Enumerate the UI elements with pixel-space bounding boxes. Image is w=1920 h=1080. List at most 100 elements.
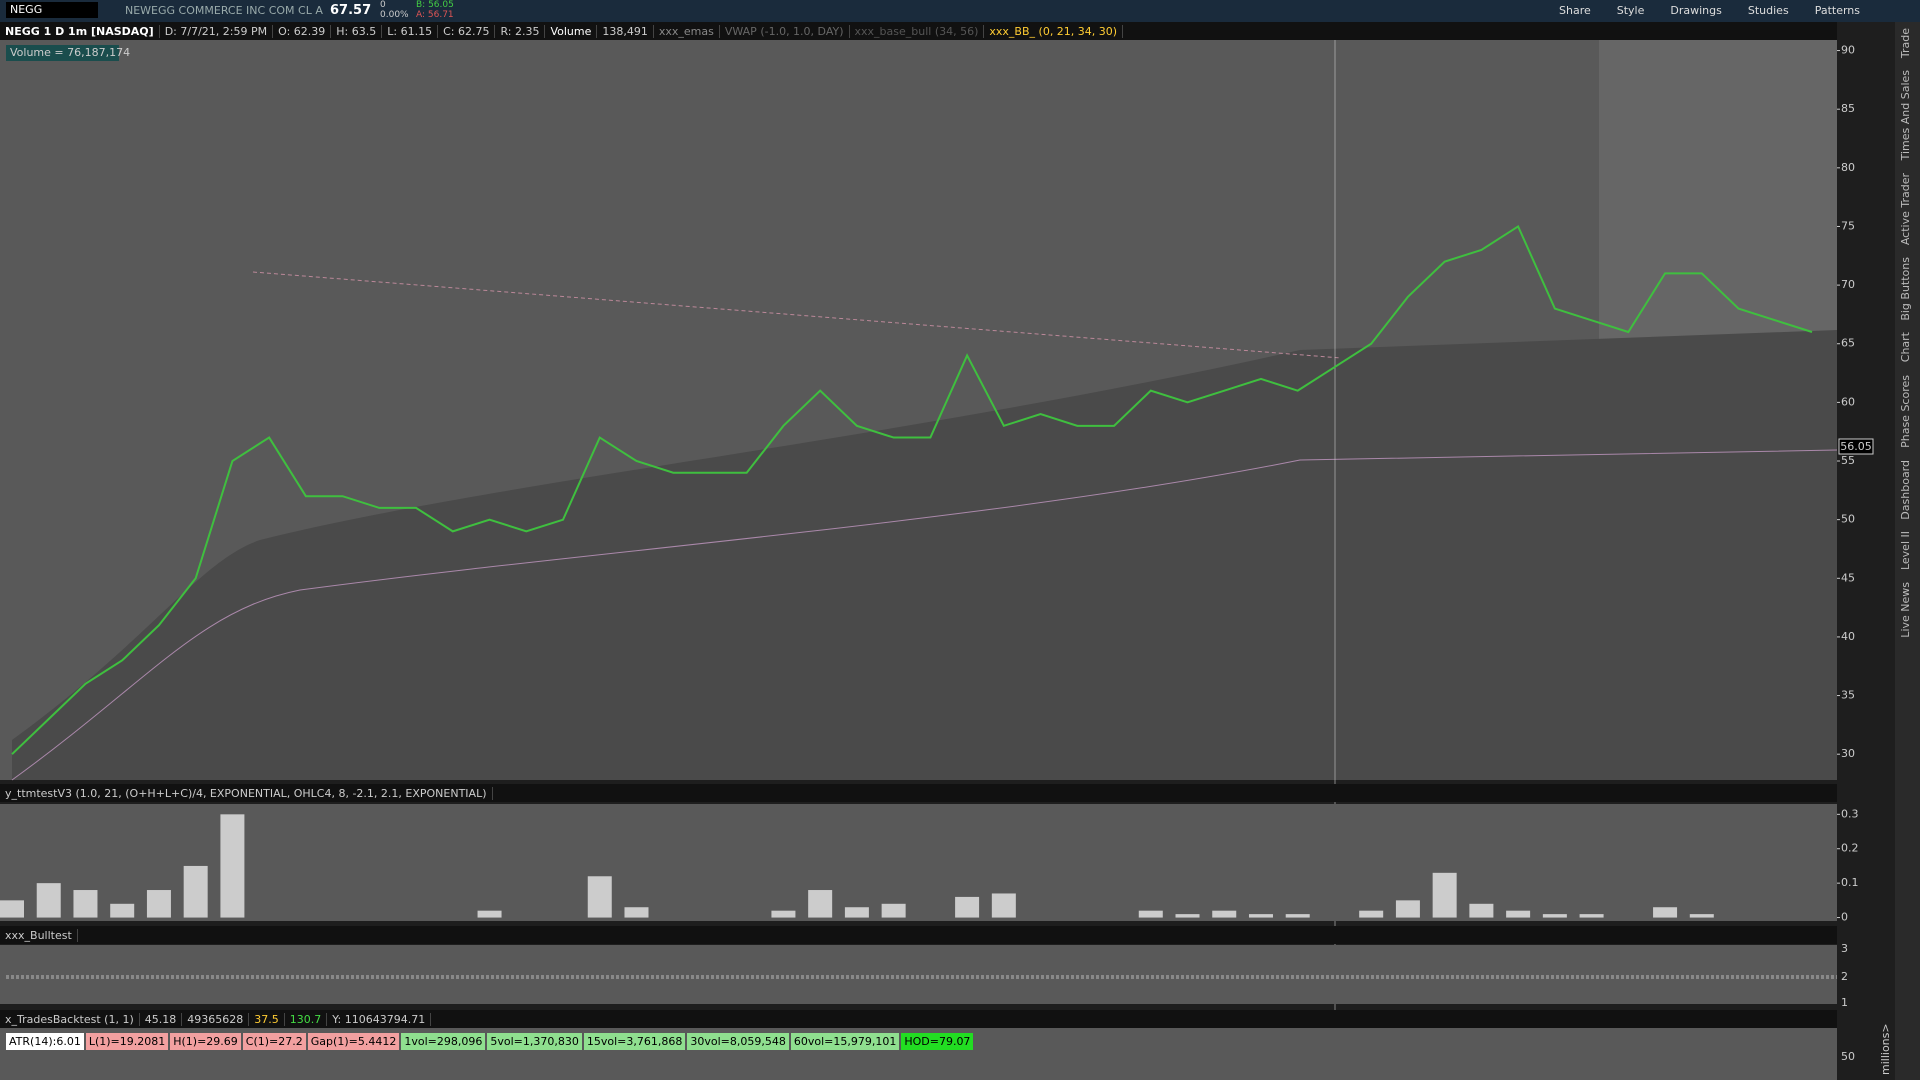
histogram-bar — [587, 876, 612, 918]
histogram-bar — [1395, 900, 1420, 918]
info-item: R: 2.35 — [495, 24, 546, 38]
histogram-bar — [183, 865, 208, 918]
info-item: Volume — [545, 24, 598, 38]
y-tick-label: 60 — [1841, 395, 1855, 408]
stat-box: 60vol=15,979,101 — [790, 1033, 900, 1050]
histogram-bar — [1432, 872, 1457, 918]
histogram-bar — [1175, 914, 1200, 918]
info-item: xxx_BB_ (0, 21, 34, 30) — [984, 24, 1124, 38]
y-tick-label: 85 — [1841, 102, 1855, 115]
toolbar-button[interactable]: Drawings — [1670, 4, 1722, 17]
stat-box: 5vol=1,370,830 — [487, 1033, 582, 1050]
backtest-field: 49365628 — [182, 1012, 250, 1026]
backtest-field: 37.5 — [249, 1012, 285, 1026]
info-item: xxx_base_bull (34, 56) — [850, 24, 985, 38]
side-tab[interactable]: Active Trader — [1899, 172, 1912, 245]
histogram-bar — [1359, 910, 1384, 918]
stat-box: H(1)=29.69 — [170, 1033, 241, 1050]
side-tab[interactable]: Trade — [1899, 28, 1912, 59]
histogram-bar — [1653, 907, 1678, 918]
side-tab[interactable]: Level II — [1899, 531, 1912, 571]
histogram-bar — [771, 910, 796, 918]
stat-box: 15vol=3,761,868 — [583, 1033, 686, 1050]
toolbar-button[interactable]: Share — [1559, 4, 1591, 17]
side-tab[interactable]: Live News — [1899, 582, 1912, 638]
company: NEWEGG COMMERCE INC COM CL A — [125, 4, 323, 17]
y-tick-label: 50 — [1841, 513, 1855, 526]
y-tick-label: 75 — [1841, 219, 1855, 232]
info-item: L: 61.15 — [382, 24, 439, 38]
study-title: xxx_Bulltest — [0, 928, 78, 942]
y-tick-label: 45 — [1841, 571, 1855, 584]
axis-unit: millions> — [1879, 1023, 1892, 1075]
chart: Volume = 76,187,174 56.05 30354045505560… — [0, 40, 1892, 1080]
info-item: 138,491 — [597, 24, 654, 38]
y-tick-label: 55 — [1841, 454, 1855, 467]
y-tick-label: 0.3 — [1841, 807, 1859, 820]
histogram-bar — [0, 900, 24, 918]
stat-box: C(1)=27.2 — [242, 1033, 306, 1050]
info-item: O: 62.39 — [273, 24, 332, 38]
histogram-bar — [73, 890, 98, 918]
histogram-bar — [110, 903, 135, 918]
stat-box: L(1)=19.2081 — [85, 1033, 169, 1050]
histogram-bar — [1285, 914, 1310, 918]
toolbar-button[interactable]: Patterns — [1814, 4, 1860, 17]
info-item: xxx_emas — [654, 24, 720, 38]
histogram-bar — [808, 890, 833, 918]
backtest-field: Y: 110643794.71 — [327, 1012, 432, 1026]
y-tick-label: 0.1 — [1841, 876, 1859, 889]
backtest-field: 45.18 — [140, 1012, 183, 1026]
stat-box: HOD=79.07 — [901, 1033, 974, 1050]
histogram-bar — [624, 907, 649, 918]
side-tab[interactable]: Big Buttons — [1899, 256, 1912, 321]
stat-box: Gap(1)=5.4412 — [307, 1033, 400, 1050]
y-tick-label: 0.2 — [1841, 842, 1859, 855]
stats-row: ATR(14):6.01 L(1)=19.2081 H(1)=29.69 C(1)=2… — [6, 1033, 974, 1050]
histogram-bar — [844, 907, 869, 918]
side-tabs: Trade Times And Sales Active Trader Big But… — [1895, 22, 1920, 1080]
side-tab[interactable]: Phase Scores — [1899, 374, 1912, 448]
side-tab[interactable]: Chart — [1899, 332, 1912, 363]
histogram-bar — [1689, 914, 1714, 918]
info-bar: NEGG 1 D 1m [NASDAQ] D: 7/7/21, 2:59 PM O:… — [0, 22, 1837, 40]
histogram-bar — [1542, 914, 1567, 918]
y-tick-label: 35 — [1841, 689, 1855, 702]
y-tick-label: 80 — [1841, 161, 1855, 174]
stat-box: 30vol=8,059,548 — [687, 1033, 789, 1050]
bid: B: 56.05 — [416, 0, 454, 10]
y-tick-label: 65 — [1841, 337, 1855, 350]
y-tick-label: 30 — [1841, 747, 1855, 760]
side-tab[interactable]: Dashboard — [1899, 459, 1912, 520]
y-tick-label: 90 — [1841, 44, 1855, 57]
y-tick-label: 3 — [1841, 942, 1848, 955]
stat-box: ATR(14):6.01 — [6, 1033, 84, 1050]
symbol-box[interactable]: NEGG — [6, 2, 98, 18]
histogram-bar — [1469, 903, 1494, 918]
histogram-bar — [146, 890, 171, 918]
toolbar-button[interactable]: Studies — [1747, 4, 1789, 17]
volume-label: Volume = 76,187,174 — [10, 46, 130, 59]
y-tick-label: 0 — [1841, 911, 1848, 924]
change: 0 — [380, 0, 386, 10]
toolbar-button[interactable]: Style — [1616, 4, 1645, 17]
study-header: y_ttmtestV3 (1.0, 21, (O+H+L+C)/4, EXPON… — [0, 784, 1837, 802]
y-tick-label: 70 — [1841, 278, 1855, 291]
toolbar-buttons: Share Style Drawings Studies Patterns — [1559, 4, 1860, 17]
study-header: x_TradesBacktest (1, 1) 45.18 49365628 37.5… — [0, 1010, 1837, 1028]
stat-box: 1vol=298,096 — [401, 1033, 486, 1050]
side-tab[interactable]: Times And Sales — [1899, 70, 1912, 161]
price-marker: 56.05 — [1840, 440, 1872, 453]
y-tick-label: 2 — [1841, 970, 1848, 983]
histogram-bar — [955, 896, 980, 918]
backtest-field: 130.7 — [285, 1012, 328, 1026]
histogram-bar — [1579, 914, 1604, 918]
histogram-bar — [220, 814, 245, 918]
histogram-bar — [477, 910, 502, 918]
histogram-bar — [1506, 910, 1531, 918]
ask: A: 56.71 — [416, 10, 454, 20]
info-item: H: 63.5 — [331, 24, 383, 38]
histogram-bar — [36, 883, 61, 918]
histogram-bar — [1212, 910, 1237, 918]
